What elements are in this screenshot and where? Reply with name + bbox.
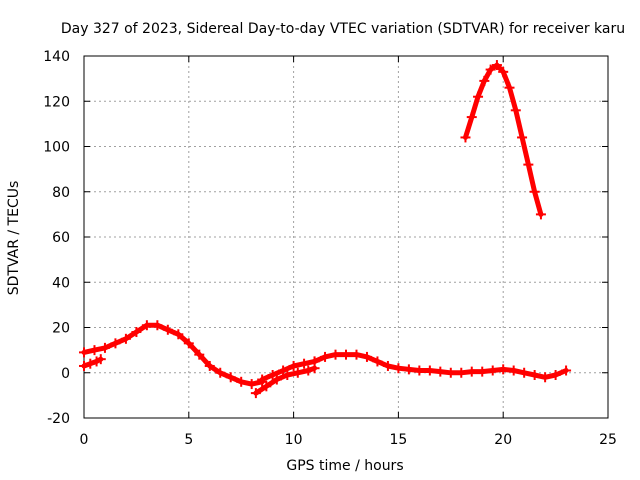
data-point bbox=[510, 105, 521, 116]
data-point bbox=[131, 327, 142, 338]
data-point bbox=[435, 366, 446, 377]
data-point bbox=[341, 349, 351, 360]
data-point bbox=[550, 370, 561, 381]
data-point bbox=[225, 372, 236, 383]
data-point bbox=[89, 345, 100, 356]
data-point bbox=[152, 320, 163, 331]
data-point bbox=[529, 186, 540, 197]
data-point bbox=[477, 366, 488, 377]
chart-title: Day 327 of 2023, Sidereal Day-to-day VTE… bbox=[61, 21, 625, 37]
y-tick-label: 140 bbox=[43, 49, 70, 65]
y-tick-label: 100 bbox=[43, 140, 70, 156]
x-tick-label: 10 bbox=[285, 432, 303, 448]
axis-ticks: 0 5 10 15 20 25 -20 0 20 40 60 80 100 120 140 bbox=[43, 49, 617, 448]
data-point bbox=[292, 367, 303, 378]
data-point bbox=[257, 374, 268, 385]
y-tick-label: -20 bbox=[47, 411, 70, 427]
data-point bbox=[141, 320, 152, 331]
x-tick-label: 5 bbox=[184, 432, 193, 448]
data-point bbox=[250, 388, 261, 399]
data-point bbox=[288, 360, 299, 371]
data-point bbox=[561, 365, 572, 376]
data-point bbox=[173, 329, 184, 340]
data-point bbox=[236, 376, 247, 387]
data-point bbox=[351, 349, 362, 360]
x-axis-label: GPS time / hours bbox=[286, 458, 403, 474]
data-point bbox=[540, 372, 551, 383]
x-tick-label: 15 bbox=[389, 432, 407, 448]
data-points bbox=[79, 60, 572, 399]
data-point bbox=[519, 367, 530, 378]
data-point bbox=[162, 324, 173, 335]
data-point bbox=[466, 112, 477, 123]
data-point bbox=[445, 367, 456, 378]
data-point bbox=[361, 351, 372, 362]
data-point bbox=[110, 338, 121, 349]
data-point bbox=[491, 60, 502, 71]
data-point bbox=[456, 367, 467, 378]
data-point bbox=[79, 360, 89, 371]
data-point bbox=[278, 365, 289, 376]
data-point bbox=[204, 360, 215, 371]
data-point bbox=[79, 347, 89, 358]
x-tick-label: 0 bbox=[80, 432, 89, 448]
data-point bbox=[246, 379, 257, 390]
data-point bbox=[504, 82, 515, 93]
data-point bbox=[535, 209, 546, 220]
data-point bbox=[299, 358, 310, 369]
data-point bbox=[466, 366, 477, 377]
data-point bbox=[529, 370, 540, 381]
data-point bbox=[487, 365, 498, 376]
y-tick-label: 0 bbox=[61, 366, 70, 382]
data-point bbox=[460, 132, 471, 143]
data-point bbox=[267, 370, 278, 381]
data-point bbox=[99, 342, 110, 353]
y-tick-label: 120 bbox=[43, 94, 70, 110]
y-tick-label: 80 bbox=[52, 185, 70, 201]
data-trace bbox=[81, 356, 104, 369]
data-point bbox=[403, 364, 414, 375]
data-point bbox=[498, 364, 509, 375]
data-point bbox=[508, 365, 519, 376]
y-tick-label: 40 bbox=[52, 275, 70, 291]
data-point bbox=[194, 349, 205, 360]
data-point bbox=[382, 360, 393, 371]
data-point bbox=[320, 351, 331, 362]
data-point bbox=[473, 91, 484, 102]
data-point bbox=[372, 356, 383, 367]
data-point bbox=[485, 64, 496, 75]
data-point bbox=[85, 358, 96, 369]
data-point bbox=[95, 354, 106, 365]
data-point bbox=[523, 159, 534, 170]
y-axis-label: SDTVAR / TECUs bbox=[6, 181, 22, 296]
data-point bbox=[424, 365, 435, 376]
x-tick-label: 20 bbox=[494, 432, 512, 448]
data-point bbox=[183, 338, 194, 349]
data-point bbox=[303, 365, 314, 376]
data-point bbox=[393, 363, 404, 374]
y-tick-label: 60 bbox=[52, 230, 70, 246]
data-point bbox=[330, 349, 341, 360]
grid-lines bbox=[84, 56, 608, 418]
data-point bbox=[479, 75, 490, 86]
data-point bbox=[215, 367, 226, 378]
data-point bbox=[261, 381, 272, 392]
data-point bbox=[120, 333, 131, 344]
data-trace bbox=[81, 322, 265, 387]
data-point bbox=[414, 365, 425, 376]
data-point bbox=[309, 356, 320, 367]
data-point bbox=[517, 132, 528, 143]
y-tick-label: 20 bbox=[52, 321, 70, 337]
data-point bbox=[498, 66, 509, 77]
x-tick-label: 25 bbox=[599, 432, 617, 448]
